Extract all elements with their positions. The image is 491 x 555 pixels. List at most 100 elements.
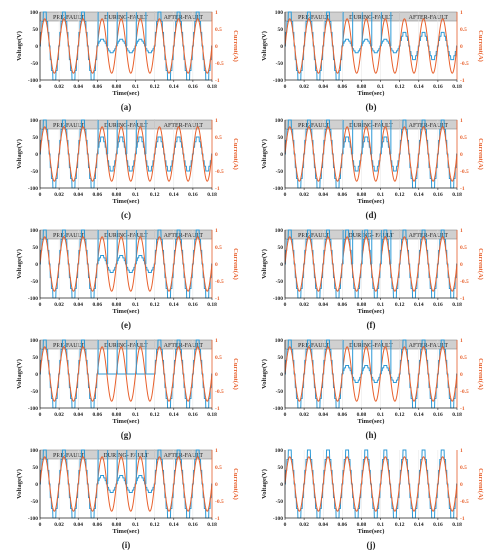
- y-right-tick-label: 1: [215, 448, 218, 454]
- x-tick-label: 0.12: [150, 412, 160, 418]
- x-tick-label: 0.08: [357, 522, 367, 528]
- current-series-line: [39, 236, 213, 292]
- panel-label: (c): [121, 210, 131, 220]
- phase-band-label: DURING-FAULT: [349, 15, 393, 21]
- x-tick-label: 0.12: [395, 192, 405, 198]
- x-tick-label: 0.02: [54, 522, 64, 528]
- y-left-tick-label: 100: [275, 448, 284, 454]
- panel-label: (f): [367, 320, 376, 330]
- y-right-tick-label: 0.5: [460, 465, 467, 471]
- y-right-tick-label: -0.5: [215, 279, 224, 285]
- x-tick-label: 0.02: [54, 302, 64, 308]
- x-tick-label: 0.1: [132, 412, 139, 418]
- phase-band-label: PRE-FAULT: [53, 343, 85, 349]
- x-tick-label: 0.06: [338, 84, 348, 90]
- x-tick-label: 0.1: [132, 522, 139, 528]
- y-left-tick-label: -100: [28, 78, 38, 84]
- x-tick-label: 0.18: [207, 302, 217, 308]
- chart-panel-b: PRE-FAULT DURING-FAULT AFTER-FAULT 0 0.02 0.0…: [261, 10, 484, 112]
- x-tick-label: 0: [284, 192, 287, 198]
- y-left-tick-label: -100: [273, 296, 283, 302]
- y-right-tick-label: -1: [215, 406, 220, 412]
- y-left-tick-label: -100: [28, 296, 38, 302]
- x-tick-label: 0.16: [188, 522, 198, 528]
- x-tick-label: 0.18: [207, 412, 217, 418]
- x-tick-label: 0.14: [414, 522, 424, 528]
- x-tick-label: 0.14: [414, 84, 424, 90]
- x-tick-label: 0.12: [395, 302, 405, 308]
- phase-band-label: PRE-FAULT: [298, 15, 330, 21]
- chart-panel-f: PRE-FAULT DURING- FAULT AFTER-FAULT 0 0.02 0.…: [261, 228, 484, 330]
- x-tick-label: 0: [39, 302, 42, 308]
- chart-panel-h: PRE-FAULT DURING-FAULT AFTER-FAULT 0 0.02 0.0…: [261, 338, 484, 440]
- y-left-tick-label: 0: [35, 44, 38, 50]
- x-tick-label: 0.16: [188, 412, 198, 418]
- current-series-line: [284, 456, 458, 512]
- x-axis-label: Time(sec): [358, 528, 385, 535]
- y-axis-label-right: Current(A): [232, 248, 239, 280]
- y-left-tick-label: 100: [30, 118, 39, 124]
- x-tick-label: 0.02: [299, 84, 309, 90]
- panel-label: (e): [121, 320, 131, 330]
- y-right-tick-label: 1: [460, 10, 463, 16]
- x-tick-label: 0.02: [54, 412, 64, 418]
- y-left-tick-label: 100: [30, 448, 39, 454]
- y-left-tick-label: 100: [275, 338, 284, 344]
- x-tick-label: 0: [39, 84, 42, 90]
- x-tick-label: 0.16: [188, 84, 198, 90]
- y-right-tick-label: -0.5: [215, 499, 224, 505]
- y-right-tick-label: 1: [215, 338, 218, 344]
- x-tick-label: 0.06: [338, 302, 348, 308]
- x-tick-label: 0.14: [169, 84, 179, 90]
- y-left-tick-label: -50: [31, 279, 39, 285]
- y-left-tick-label: 100: [275, 10, 284, 16]
- x-tick-label: 0.06: [338, 192, 348, 198]
- chart-panel-a: PRE-FAULT DURING-FAULT AFTER-FAULT 0 0.02 0.0…: [16, 10, 239, 112]
- phase-band-label: DURING-FAULT: [349, 343, 393, 349]
- y-right-tick-label: -1: [460, 78, 465, 84]
- phase-band-label: AFTER-FAULT: [164, 343, 204, 349]
- x-tick-label: 0.08: [112, 192, 122, 198]
- current-series-line: [39, 456, 213, 512]
- y-axis-label-left: Voltage(V): [261, 359, 268, 389]
- current-series-line: [39, 346, 213, 402]
- x-tick-label: 0.14: [169, 522, 179, 528]
- y-left-tick-label: -100: [28, 516, 38, 522]
- x-tick-label: 0.14: [169, 302, 179, 308]
- x-tick-label: 0.04: [318, 522, 328, 528]
- y-left-tick-label: 100: [275, 118, 284, 124]
- x-axis-label: Time(sec): [113, 90, 140, 97]
- x-tick-label: 0.16: [433, 302, 443, 308]
- x-tick-label: 0.12: [395, 84, 405, 90]
- y-left-tick-label: -50: [276, 389, 284, 395]
- phase-band-label: DURING-FAULT: [104, 343, 148, 349]
- x-tick-label: 0: [284, 84, 287, 90]
- y-right-tick-label: 0.5: [215, 245, 222, 251]
- x-tick-label: 0.14: [169, 412, 179, 418]
- y-left-tick-label: 50: [278, 465, 284, 471]
- x-tick-label: 0.14: [414, 302, 424, 308]
- y-right-tick-label: 0: [215, 482, 218, 488]
- y-axis-label-right: Current(A): [477, 468, 484, 500]
- y-right-tick-label: 0: [460, 44, 463, 50]
- phase-band-label: DURING-FAULT: [104, 233, 148, 239]
- y-right-tick-label: 1: [215, 118, 218, 124]
- x-tick-label: 0.12: [150, 302, 160, 308]
- x-tick-label: 0.16: [188, 192, 198, 198]
- phase-band-label: PRE-FAULT: [298, 233, 330, 239]
- y-left-tick-label: 50: [278, 135, 284, 141]
- x-tick-label: 0.18: [452, 412, 462, 418]
- x-tick-label: 0.16: [433, 412, 443, 418]
- phase-band-label: DURING- FAULT: [103, 453, 149, 459]
- x-axis-label: Time(sec): [358, 198, 385, 205]
- phase-band-label: PRE-FAULT: [298, 123, 330, 129]
- y-axis-label-left: Voltage(V): [16, 31, 23, 61]
- current-series-line: [39, 126, 213, 182]
- phase-band-label: AFTER-FAULT: [409, 15, 449, 21]
- x-axis-label: Time(sec): [113, 528, 140, 535]
- y-axis-label-right: Current(A): [232, 138, 239, 170]
- y-right-tick-label: 0: [460, 482, 463, 488]
- y-right-tick-label: 1: [215, 10, 218, 16]
- y-left-tick-label: 0: [35, 152, 38, 158]
- x-tick-label: 0.08: [112, 522, 122, 528]
